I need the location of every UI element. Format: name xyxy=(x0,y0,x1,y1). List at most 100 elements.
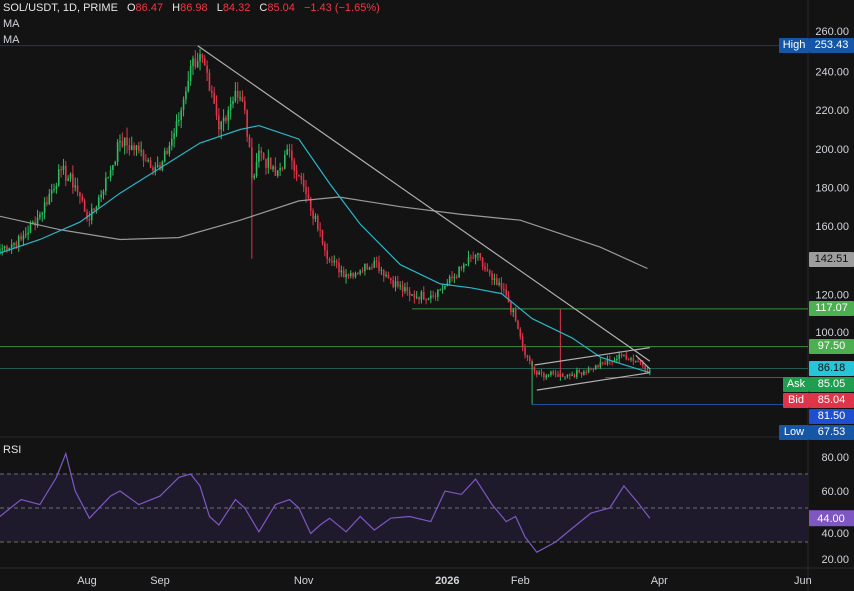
candle-body xyxy=(15,242,18,247)
candle-body xyxy=(319,229,321,231)
indicator-ma-2[interactable]: MA xyxy=(3,34,20,46)
candle-body xyxy=(434,295,437,297)
candle-body xyxy=(406,287,409,292)
candle-body xyxy=(592,368,595,370)
time-tick-label: Sep xyxy=(150,575,170,587)
candle-body xyxy=(126,137,128,146)
candle-body xyxy=(194,58,197,67)
rsi-tick-label: 80.00 xyxy=(821,452,849,464)
candle-body xyxy=(594,365,597,370)
price-tag-value: 81.50 xyxy=(809,408,854,424)
candle-body xyxy=(524,347,526,356)
candle-body xyxy=(262,152,265,159)
candle-body xyxy=(571,374,573,376)
candle-body xyxy=(371,267,373,269)
candle-body xyxy=(168,145,171,154)
candle-body xyxy=(112,164,114,171)
candle-body xyxy=(170,138,173,146)
indicator-ma-1[interactable]: MA xyxy=(3,18,20,30)
candle-body xyxy=(166,150,168,154)
candle-body xyxy=(17,236,20,247)
candle-body xyxy=(394,281,397,287)
price-tick-label: 200.00 xyxy=(815,144,849,156)
channel-lower-drawing xyxy=(536,372,650,391)
candle-body xyxy=(138,145,140,151)
candle-body xyxy=(604,363,606,365)
candle-body xyxy=(465,263,467,265)
candle-body xyxy=(302,179,305,187)
candle-body xyxy=(342,270,345,278)
candle-body xyxy=(576,370,578,377)
candle-body xyxy=(128,145,131,151)
candle-body xyxy=(116,142,119,162)
candle-body xyxy=(587,368,590,373)
candle-body xyxy=(156,165,159,168)
candle-body xyxy=(601,362,604,364)
candle-body xyxy=(225,117,227,121)
candle-body xyxy=(248,136,251,148)
rsi-title[interactable]: RSI xyxy=(3,444,22,456)
candle-body xyxy=(585,371,588,373)
candle-body xyxy=(420,291,423,300)
candle-body xyxy=(425,299,427,301)
candle-body xyxy=(389,278,392,281)
price-tag-value: 117.07 xyxy=(809,301,854,317)
candle-body xyxy=(437,289,439,297)
candle-body xyxy=(74,185,77,188)
price-tag-value: 85.05 xyxy=(809,376,854,392)
price-tag-value: 85.04 xyxy=(809,392,854,408)
candle-body xyxy=(470,257,472,259)
time-tick-label: Aug xyxy=(77,575,97,587)
candle-body xyxy=(458,266,460,278)
candle-body xyxy=(276,170,279,176)
candle-body xyxy=(620,354,623,356)
candle-body xyxy=(3,246,6,249)
candle-body xyxy=(331,260,333,263)
candle-body xyxy=(326,250,329,259)
candle-body xyxy=(460,266,463,269)
price-tick-label: 180.00 xyxy=(815,182,849,194)
rsi-line xyxy=(0,451,651,553)
candle-body xyxy=(616,358,618,361)
candle-body xyxy=(258,150,260,162)
price-tag-label-ask: Ask xyxy=(783,376,809,392)
candle-body xyxy=(533,366,536,372)
candle-body xyxy=(284,154,286,169)
time-tick-label: Apr xyxy=(651,575,668,587)
candle-body xyxy=(145,160,147,162)
candle-body xyxy=(208,72,211,91)
candle-body xyxy=(57,169,60,186)
high-value: 86.98 xyxy=(180,2,208,14)
time-tick-label: Feb xyxy=(511,575,530,587)
candle-body xyxy=(213,92,215,104)
candle-body xyxy=(399,285,402,287)
candle-body xyxy=(175,121,178,134)
candle-body xyxy=(189,65,192,81)
candle-body xyxy=(467,257,470,264)
candle-body xyxy=(597,365,599,368)
candle-body xyxy=(528,357,531,362)
candle-body xyxy=(88,219,91,221)
candle-body xyxy=(196,61,199,67)
candle-body xyxy=(644,366,646,371)
candle-body xyxy=(232,101,234,105)
candle-body xyxy=(510,302,512,313)
change-value: −1.43 (−1.65%) xyxy=(303,2,380,14)
candle-body xyxy=(272,166,274,170)
candle-body xyxy=(474,254,477,258)
candle-body xyxy=(86,211,88,220)
symbol-label[interactable]: SOL/USDT, 1D, PRIME xyxy=(3,2,118,14)
candle-body xyxy=(253,175,256,178)
candle-body xyxy=(154,167,157,171)
candle-body xyxy=(639,361,642,363)
candle-body xyxy=(211,90,213,93)
candle-body xyxy=(413,294,416,298)
candle-body xyxy=(39,214,41,218)
candle-body xyxy=(135,145,138,150)
candle-body xyxy=(265,158,267,168)
candle-body xyxy=(359,270,361,274)
close-value: 85.04 xyxy=(267,2,295,14)
candle-body xyxy=(649,370,651,372)
trendline-drawing xyxy=(197,45,651,362)
